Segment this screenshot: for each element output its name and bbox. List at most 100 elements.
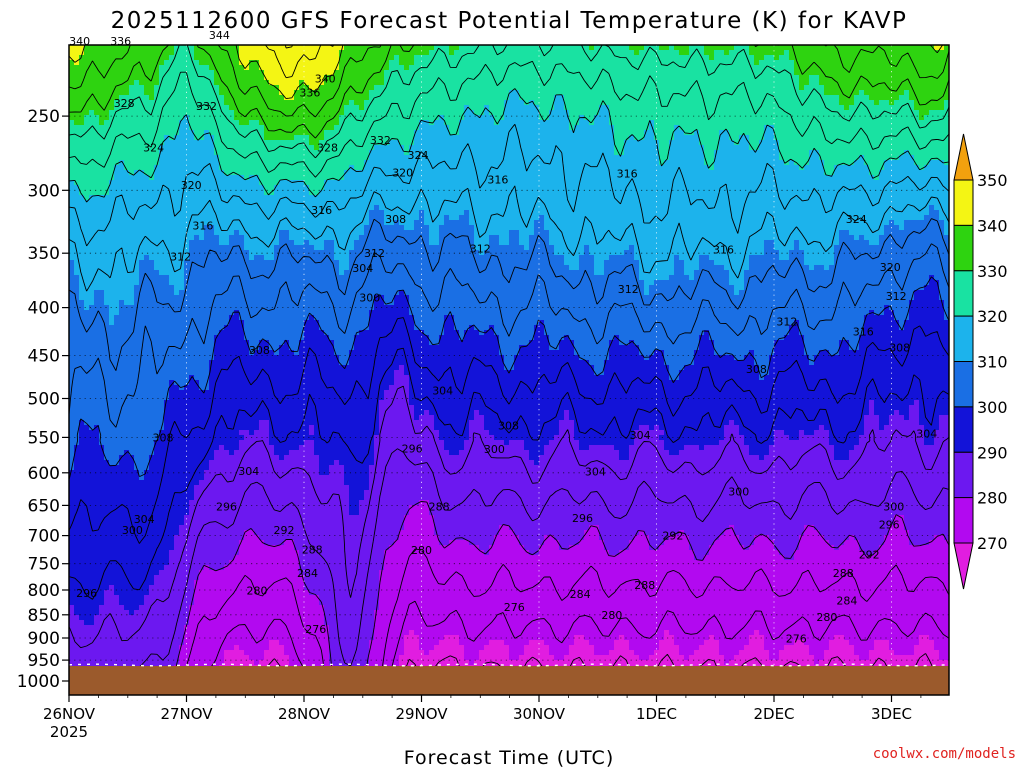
theta-cell [94, 455, 100, 461]
theta-cell [204, 645, 210, 651]
theta-cell [79, 525, 85, 531]
theta-cell [144, 290, 150, 296]
theta-cell [174, 405, 180, 411]
theta-cell [164, 550, 170, 556]
theta-cell [239, 590, 245, 596]
theta-cell [174, 450, 180, 456]
theta-cell [84, 270, 90, 276]
theta-cell [154, 580, 160, 586]
theta-cell [94, 650, 100, 656]
theta-cell [94, 580, 100, 586]
theta-cell [99, 210, 105, 216]
theta-cell [229, 345, 235, 351]
theta-cell [179, 155, 185, 161]
theta-cell [94, 115, 100, 121]
theta-cell [119, 360, 125, 366]
theta-cell [254, 180, 260, 186]
theta-cell [249, 545, 255, 551]
theta-cell [139, 85, 145, 91]
theta-cell [139, 255, 145, 261]
theta-cell [254, 265, 260, 271]
theta-cell [104, 490, 110, 496]
theta-cell [244, 140, 250, 146]
theta-cell [169, 550, 175, 556]
theta-cell [229, 135, 235, 141]
theta-cell [104, 500, 110, 506]
theta-cell [139, 430, 145, 436]
theta-cell [179, 265, 185, 271]
theta-cell [104, 215, 110, 221]
theta-cell [209, 70, 215, 76]
theta-cell [239, 520, 245, 526]
theta-cell [149, 80, 155, 86]
theta-cell [199, 485, 205, 491]
theta-cell [89, 485, 95, 491]
theta-cell [94, 610, 100, 616]
theta-cell [129, 245, 135, 251]
theta-cell [94, 110, 100, 116]
theta-cell [169, 220, 175, 226]
theta-cell [244, 130, 250, 136]
theta-cell [109, 75, 115, 81]
theta-cell [114, 175, 120, 181]
theta-cell [114, 90, 120, 96]
theta-cell [224, 610, 230, 616]
theta-cell [234, 560, 240, 566]
theta-cell [194, 375, 200, 381]
theta-cell [204, 210, 210, 216]
theta-cell [254, 485, 260, 491]
theta-cell [234, 180, 240, 186]
theta-cell [79, 180, 85, 186]
theta-cell [104, 300, 110, 306]
theta-cell [69, 345, 75, 351]
theta-cell [134, 105, 140, 111]
theta-cell [134, 490, 140, 496]
theta-cell [159, 490, 165, 496]
theta-cell [134, 500, 140, 506]
theta-cell [104, 530, 110, 536]
theta-cell [149, 405, 155, 411]
theta-cell [74, 525, 80, 531]
theta-cell [139, 80, 145, 86]
theta-cell [229, 550, 235, 556]
theta-cell [134, 420, 140, 426]
theta-cell [254, 570, 260, 576]
theta-cell [239, 45, 245, 51]
theta-cell [189, 45, 195, 51]
theta-cell [189, 275, 195, 281]
theta-cell [119, 390, 125, 396]
theta-cell [134, 600, 140, 606]
theta-cell [119, 460, 125, 466]
theta-cell [99, 565, 105, 571]
theta-cell [149, 315, 155, 321]
theta-cell [194, 120, 200, 126]
theta-cell [239, 630, 245, 636]
theta-cell [214, 275, 220, 281]
theta-cell [134, 565, 140, 571]
theta-cell [244, 425, 250, 431]
theta-cell [94, 365, 100, 371]
theta-cell [189, 490, 195, 496]
theta-cell [174, 230, 180, 236]
theta-cell [249, 495, 255, 501]
theta-cell [74, 565, 80, 571]
theta-cell [129, 165, 135, 171]
theta-cell [174, 555, 180, 561]
theta-cell [244, 190, 250, 196]
theta-cell [99, 135, 105, 141]
theta-cell [114, 400, 120, 406]
theta-cell [229, 330, 235, 336]
theta-cell [139, 190, 145, 196]
theta-cell [84, 140, 90, 146]
theta-cell [74, 145, 80, 151]
theta-cell [184, 515, 190, 521]
theta-cell [74, 75, 80, 81]
theta-cell [99, 420, 105, 426]
theta-cell [169, 85, 175, 91]
theta-cell [234, 660, 240, 666]
theta-cell [104, 450, 110, 456]
theta-cell [144, 265, 150, 271]
theta-cell [69, 650, 75, 656]
theta-cell [194, 125, 200, 131]
theta-cell [129, 180, 135, 186]
